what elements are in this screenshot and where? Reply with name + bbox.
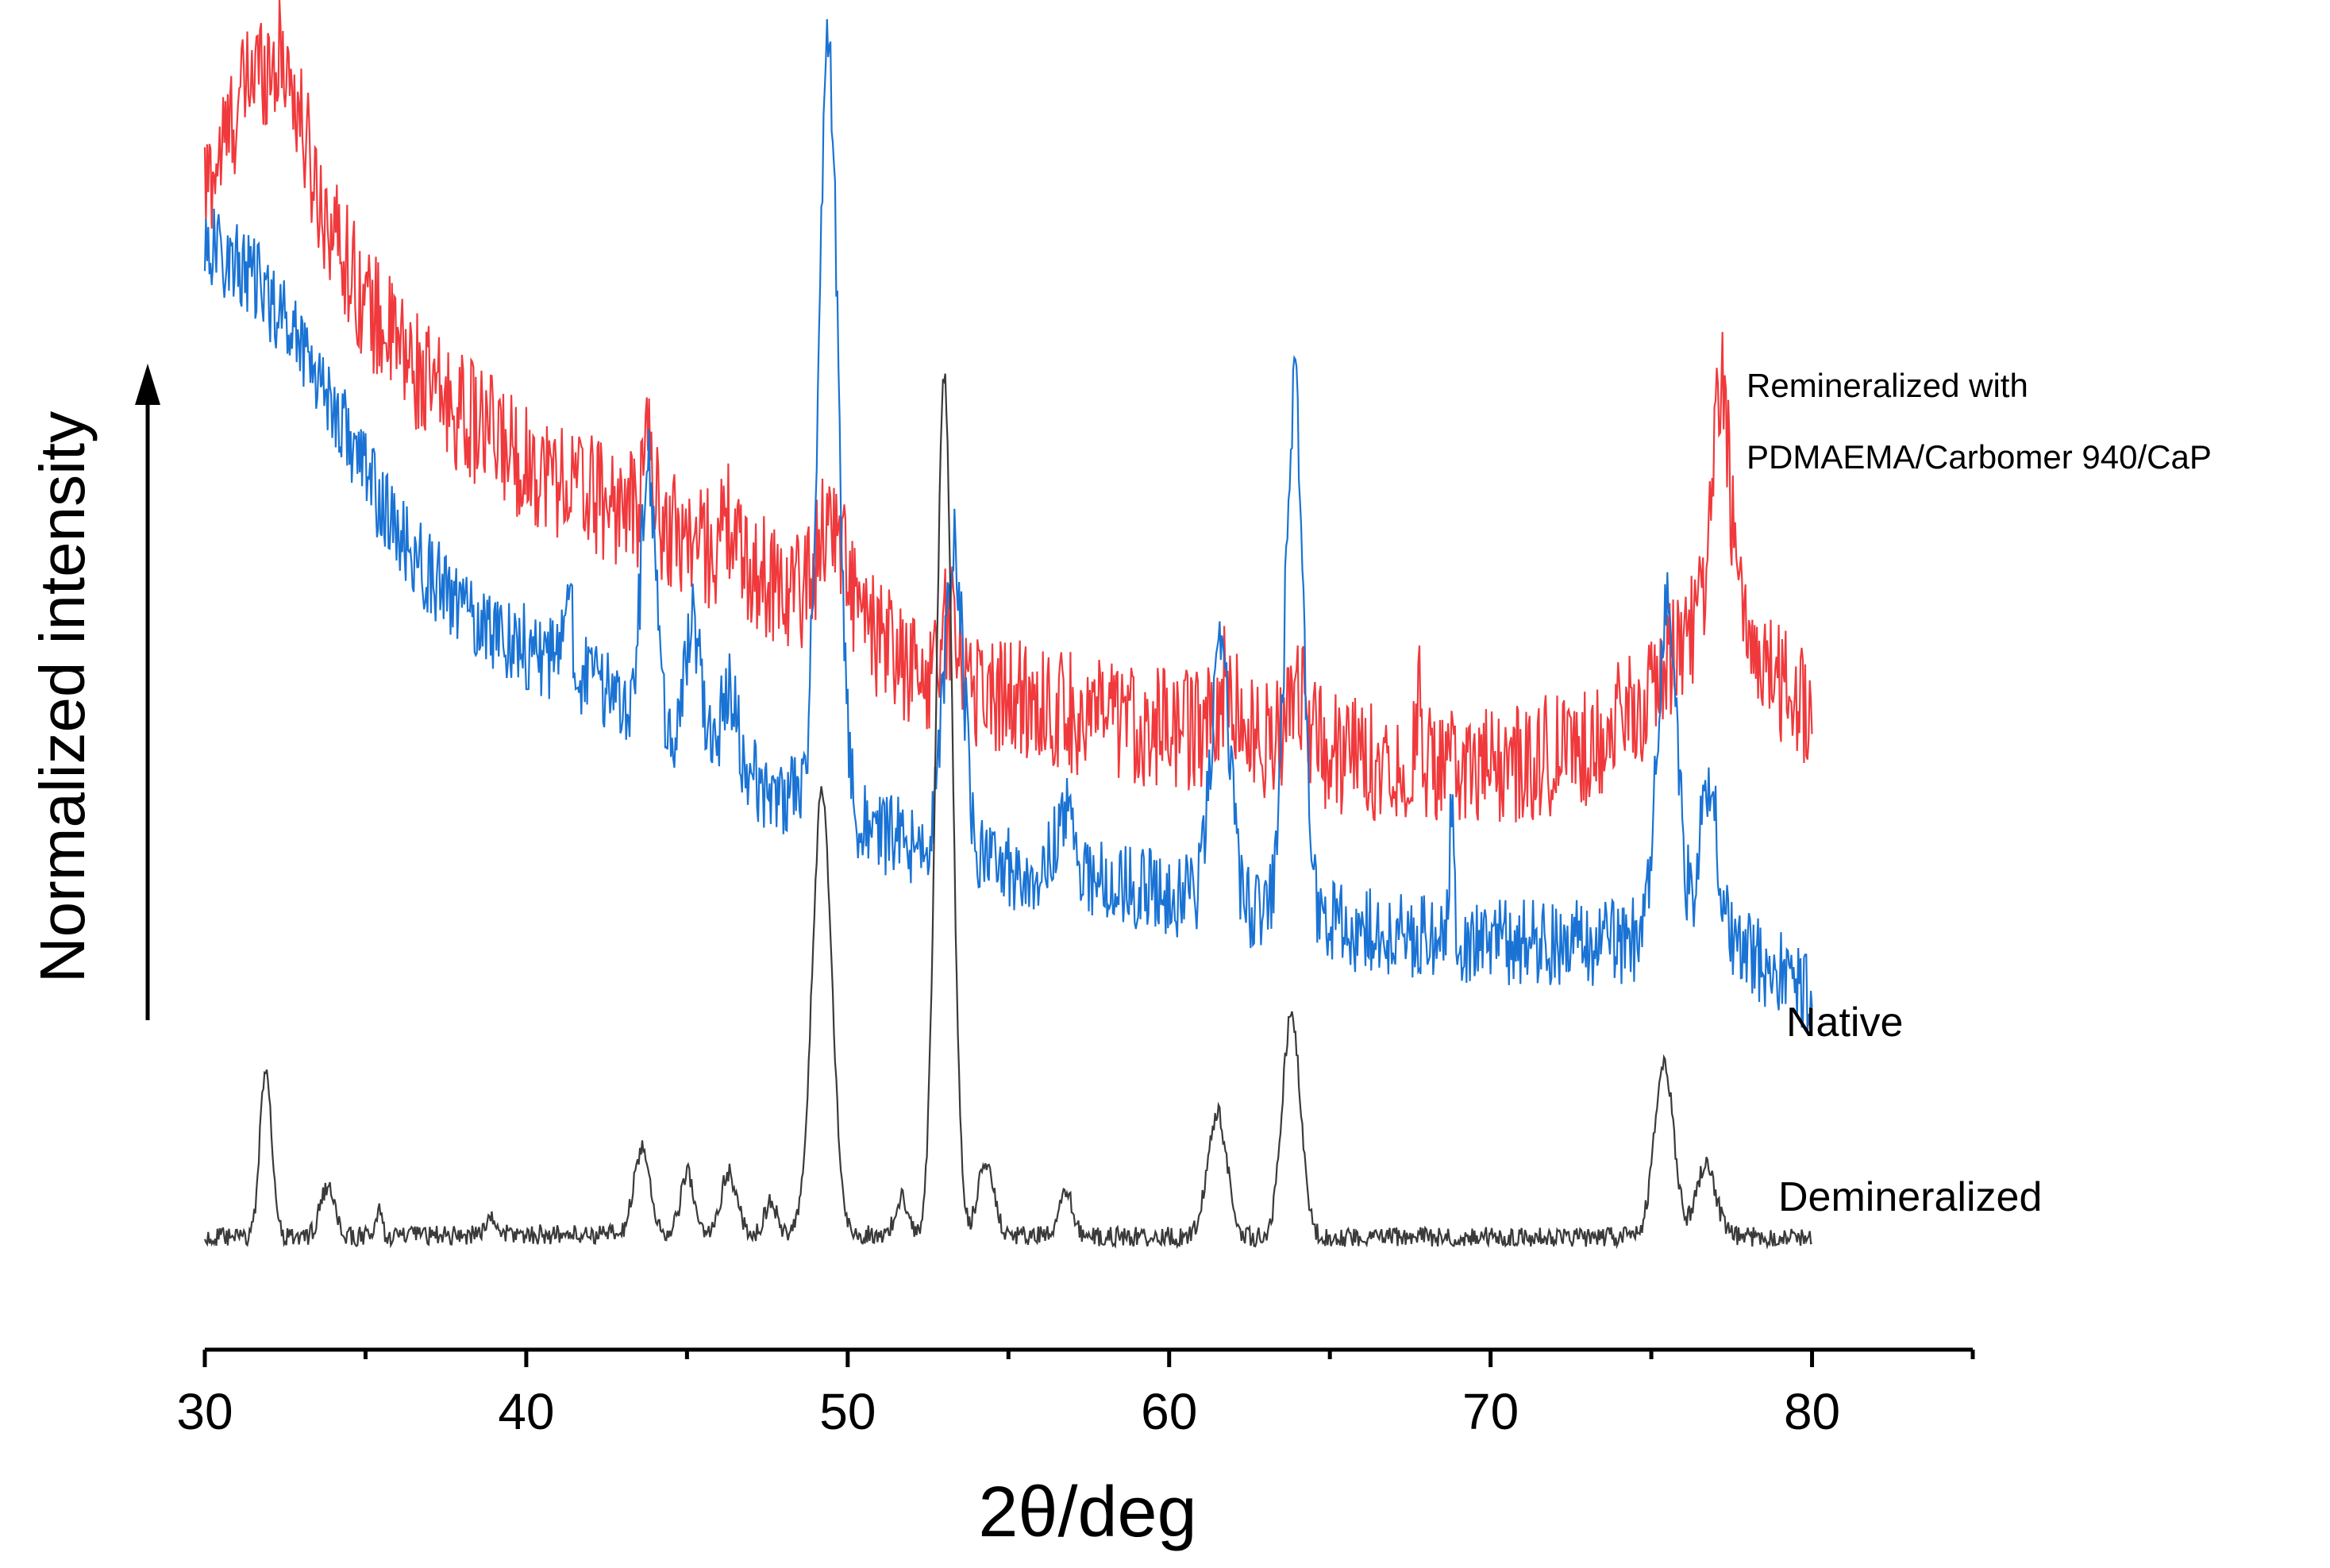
x-tick-label: 60 bbox=[1141, 1383, 1197, 1440]
y-axis-arrow-head bbox=[135, 364, 160, 405]
series-line-native bbox=[203, 19, 1813, 1033]
series-label: Demineralized bbox=[1778, 1174, 2042, 1220]
x-tick-label: 50 bbox=[819, 1383, 876, 1440]
series-label-layer: Remineralized with PDMAEMA/Carbomer 940/C… bbox=[1747, 367, 2212, 1220]
series-label: Remineralized with bbox=[1747, 367, 2028, 404]
series-layer bbox=[203, 0, 1813, 1250]
series-label: PDMAEMA/Carbomer 940/CaP bbox=[1747, 438, 2212, 476]
series-label: Native bbox=[1786, 1000, 1903, 1046]
x-axis: 30 40 50 60 70 80 bbox=[176, 1347, 1975, 1440]
x-tick-label: 70 bbox=[1462, 1383, 1519, 1440]
x-tick-label: 30 bbox=[176, 1383, 233, 1440]
x-tick-label: 80 bbox=[1784, 1383, 1840, 1440]
x-axis-label: 2θ/deg bbox=[978, 1473, 1196, 1552]
y-axis-label: Normalized intensity bbox=[27, 411, 98, 983]
series-line-demineralized bbox=[203, 373, 1812, 1250]
series-line-remineralized-with-pdmaema-carbomer-940-cap bbox=[203, 0, 1813, 823]
x-tick-label: 40 bbox=[498, 1383, 554, 1440]
